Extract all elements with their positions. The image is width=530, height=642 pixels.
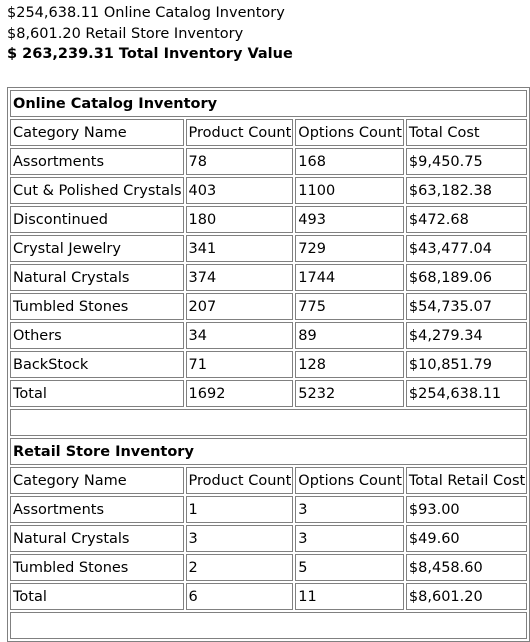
cell-options-count: 11	[295, 583, 404, 610]
cell-category-name: Assortments	[10, 148, 184, 175]
cell-options-count: 1744	[295, 264, 404, 291]
retail-store-total-line: $8,601.20 Retail Store Inventory	[7, 25, 244, 42]
cell-product-count: 1	[185, 496, 294, 523]
cell-product-count: 403	[185, 177, 294, 204]
column-header-options-count: Options Count	[295, 119, 404, 146]
cell-total-cost: $43,477.04	[405, 235, 528, 262]
cell-options-count: 1100	[295, 177, 404, 204]
online-catalog-title: Online Catalog Inventory	[10, 90, 528, 117]
online-catalog-total-line: $254,638.11 Online Catalog Inventory	[7, 5, 285, 21]
cell-options-count: 5232	[295, 380, 404, 407]
column-header-total-cost: Total Retail Cost	[405, 467, 528, 494]
cell-product-count: 6	[185, 583, 294, 610]
table-row: Tumbled Stones 207 775 $54,735.07	[10, 293, 528, 320]
online-catalog-title-row: Online Catalog Inventory	[10, 90, 528, 117]
cell-total-cost: $254,638.11	[405, 380, 528, 407]
cell-total-cost: $4,279.34	[405, 322, 528, 349]
cell-category-name: Natural Crystals	[10, 525, 184, 552]
column-header-category-name: Category Name	[10, 467, 184, 494]
cell-options-count: 3	[295, 525, 404, 552]
cell-product-count: 180	[185, 206, 294, 233]
online-catalog-header-row: Category Name Product Count Options Count T…	[10, 119, 528, 146]
cell-options-count: 5	[295, 554, 404, 581]
cell-options-count: 128	[295, 351, 404, 378]
empty-cell	[10, 612, 528, 639]
table-row: Tumbled Stones 2 5 $8,458.60	[10, 554, 528, 581]
cell-category-name: Total	[10, 380, 184, 407]
cell-options-count: 775	[295, 293, 404, 320]
retail-store-title-row: Retail Store Inventory	[10, 438, 528, 465]
table-row: Assortments 1 3 $93.00	[10, 496, 528, 523]
cell-category-name: Cut & Polished Crystals	[10, 177, 184, 204]
table-row: Others 34 89 $4,279.34	[10, 322, 528, 349]
cell-total-cost: $10,851.79	[405, 351, 528, 378]
cell-total-cost: $8,601.20	[405, 583, 528, 610]
cell-product-count: 3	[185, 525, 294, 552]
table-row: Total 1692 5232 $254,638.11	[10, 380, 528, 407]
cell-total-cost: $63,182.38	[405, 177, 528, 204]
cell-options-count: 168	[295, 148, 404, 175]
cell-product-count: 374	[185, 264, 294, 291]
cell-total-cost: $93.00	[405, 496, 528, 523]
column-header-total-cost: Total Cost	[405, 119, 528, 146]
online-catalog-spacer-row	[10, 409, 528, 436]
cell-product-count: 78	[185, 148, 294, 175]
column-header-product-count: Product Count	[185, 467, 294, 494]
cell-total-cost: $68,189.06	[405, 264, 528, 291]
cell-options-count: 729	[295, 235, 404, 262]
table-row: Natural Crystals 374 1744 $68,189.06	[10, 264, 528, 291]
total-inventory-value-line: $ 263,239.31 Total Inventory Value	[7, 46, 293, 62]
table-row: Assortments 78 168 $9,450.75	[10, 148, 528, 175]
table-row: Discontinued 180 493 $472.68	[10, 206, 528, 233]
cell-product-count: 34	[185, 322, 294, 349]
inventory-table: Online Catalog Inventory Category Name Pro…	[7, 87, 530, 642]
table-row: Crystal Jewelry 341 729 $43,477.04	[10, 235, 528, 262]
inventory-summary: $254,638.11 Online Catalog Inventory $8,…	[7, 3, 293, 65]
cell-total-cost: $8,458.60	[405, 554, 528, 581]
cell-category-name: Crystal Jewelry	[10, 235, 184, 262]
cell-category-name: BackStock	[10, 351, 184, 378]
cell-options-count: 3	[295, 496, 404, 523]
cell-product-count: 1692	[185, 380, 294, 407]
cell-category-name: Total	[10, 583, 184, 610]
cell-category-name: Others	[10, 322, 184, 349]
retail-store-spacer-row	[10, 612, 528, 639]
retail-store-header-row: Category Name Product Count Options Count T…	[10, 467, 528, 494]
cell-options-count: 89	[295, 322, 404, 349]
cell-product-count: 71	[185, 351, 294, 378]
cell-options-count: 493	[295, 206, 404, 233]
column-header-category-name: Category Name	[10, 119, 184, 146]
inventory-table-body: Online Catalog Inventory Category Name Pro…	[10, 90, 528, 639]
table-row: Total 6 11 $8,601.20	[10, 583, 528, 610]
table-row: BackStock 71 128 $10,851.79	[10, 351, 528, 378]
cell-total-cost: $49.60	[405, 525, 528, 552]
cell-product-count: 207	[185, 293, 294, 320]
cell-category-name: Assortments	[10, 496, 184, 523]
cell-product-count: 341	[185, 235, 294, 262]
cell-category-name: Natural Crystals	[10, 264, 184, 291]
cell-category-name: Tumbled Stones	[10, 293, 184, 320]
table-row: Natural Crystals 3 3 $49.60	[10, 525, 528, 552]
column-header-options-count: Options Count	[295, 467, 404, 494]
cell-total-cost: $472.68	[405, 206, 528, 233]
cell-product-count: 2	[185, 554, 294, 581]
cell-category-name: Discontinued	[10, 206, 184, 233]
table-row: Cut & Polished Crystals 403 1100 $63,182.38	[10, 177, 528, 204]
cell-total-cost: $54,735.07	[405, 293, 528, 320]
cell-category-name: Tumbled Stones	[10, 554, 184, 581]
column-header-product-count: Product Count	[185, 119, 294, 146]
cell-total-cost: $9,450.75	[405, 148, 528, 175]
retail-store-title: Retail Store Inventory	[10, 438, 528, 465]
empty-cell	[10, 409, 528, 436]
